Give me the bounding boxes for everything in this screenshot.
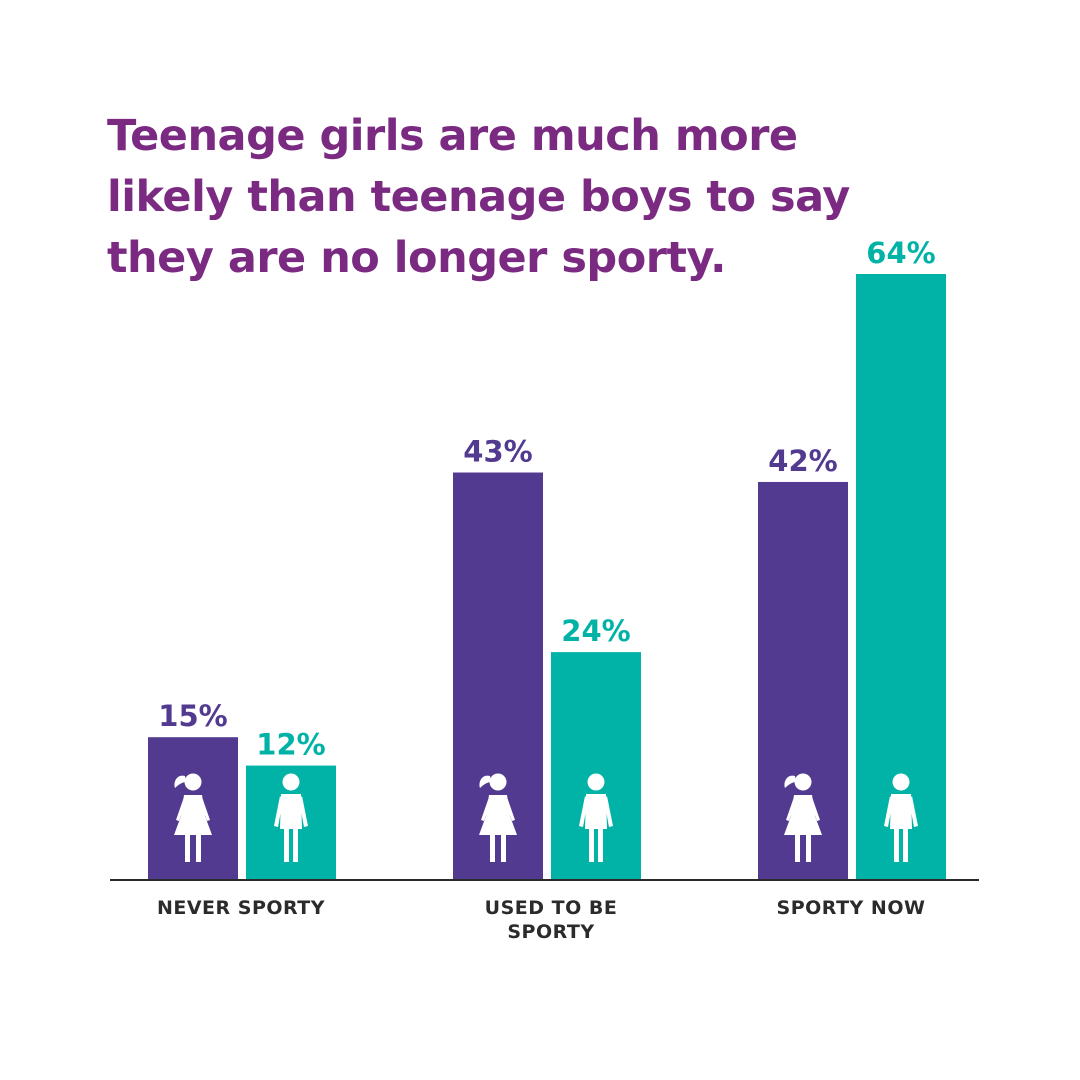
bar-1-1	[551, 652, 641, 879]
category-label-0: NEVER SPORTY	[157, 897, 325, 919]
data-label-1-0: 43%	[463, 435, 532, 469]
bars-layer	[148, 274, 946, 879]
data-label-2-1: 64%	[866, 236, 935, 270]
category-label-2: SPORTY NOW	[777, 897, 926, 919]
labels-layer: 15% 12% NEVER SPORTY 43% 24% USED TO BE SPORTY…	[157, 236, 936, 943]
category-label-1: USED TO BE SPORTY	[485, 897, 618, 943]
data-label-0-1: 12%	[256, 728, 325, 762]
data-label-0-0: 15%	[158, 699, 227, 733]
data-label-2-0: 42%	[768, 444, 837, 478]
chart-title: Teenage girls are much more likely than …	[107, 111, 850, 283]
data-label-1-1: 24%	[561, 614, 630, 648]
